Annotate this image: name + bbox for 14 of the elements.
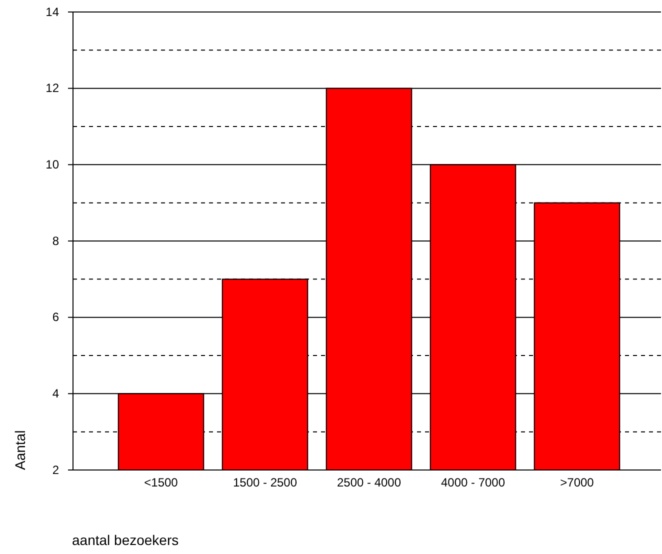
x-tick-label: <1500 [144,476,178,490]
y-tick-label: 14 [46,4,60,19]
x-axis-title: aantal bezoekers [72,532,179,548]
y-tick-label: 8 [52,234,60,248]
y-tick-label: 12 [46,81,60,96]
x-tick-label: 2500 - 4000 [336,476,402,490]
y-tick-label: 4 [52,386,60,401]
y-tick-label: 10 [46,158,60,172]
x-tick-label: >7000 [560,476,594,490]
y-tick-label: 2 [52,462,60,477]
y-tick-label: 6 [52,310,60,324]
x-tick-label: 1500 - 2500 [232,476,298,490]
y-axis-title: Aantal [12,430,28,470]
x-tick-label: 4000 - 7000 [440,476,506,490]
